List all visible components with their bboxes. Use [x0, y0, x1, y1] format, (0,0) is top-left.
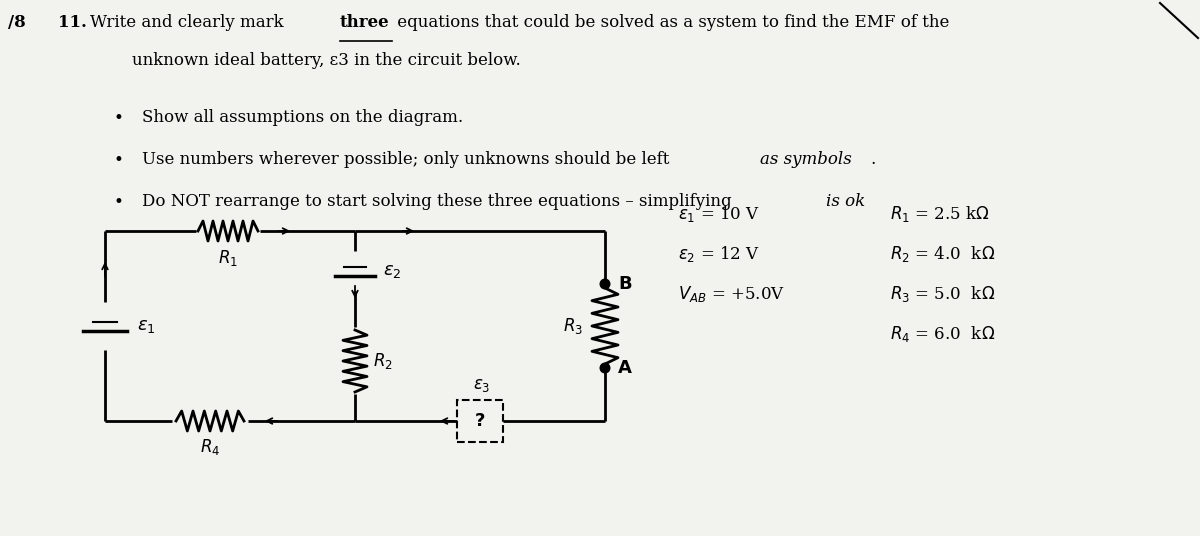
Text: Show all assumptions on the diagram.: Show all assumptions on the diagram.	[142, 109, 463, 126]
Text: •: •	[114, 193, 124, 211]
Text: $\varepsilon_2$: $\varepsilon_2$	[383, 262, 402, 280]
Text: ?: ?	[475, 412, 485, 430]
Text: $\varepsilon_3$: $\varepsilon_3$	[473, 377, 491, 394]
Text: $R_4$: $R_4$	[200, 437, 220, 457]
Text: Do NOT rearrange to start solving these three equations – simplifying: Do NOT rearrange to start solving these …	[142, 193, 737, 210]
Bar	[457, 400, 503, 442]
Text: Write and clearly mark: Write and clearly mark	[90, 14, 289, 31]
Text: 11.: 11.	[58, 14, 86, 31]
Text: .: .	[870, 151, 875, 168]
Text: •: •	[114, 109, 124, 127]
Text: $R_1$ = 2.5 k$\Omega$: $R_1$ = 2.5 k$\Omega$	[890, 204, 990, 224]
Text: as symbols: as symbols	[760, 151, 852, 168]
Text: $R_2$ = 4.0  k$\Omega$: $R_2$ = 4.0 k$\Omega$	[890, 244, 995, 264]
Text: $\varepsilon_1$ = 10 V: $\varepsilon_1$ = 10 V	[678, 204, 760, 224]
Text: is ok: is ok	[826, 193, 865, 210]
Text: $R_3$ = 5.0  k$\Omega$: $R_3$ = 5.0 k$\Omega$	[890, 284, 995, 304]
Text: $R_3$: $R_3$	[563, 316, 583, 336]
Text: •: •	[114, 151, 124, 169]
Text: A: A	[618, 359, 632, 377]
Text: $\varepsilon_2$ = 12 V: $\varepsilon_2$ = 12 V	[678, 244, 760, 264]
Text: unknown ideal battery, ε3 in the circuit below.: unknown ideal battery, ε3 in the circuit…	[132, 52, 521, 69]
Text: equations that could be solved as a system to find the EMF of the: equations that could be solved as a syst…	[392, 14, 949, 31]
Text: Use numbers wherever possible; only unknowns should be left: Use numbers wherever possible; only unkn…	[142, 151, 674, 168]
Text: $R_2$: $R_2$	[373, 351, 392, 371]
Circle shape	[600, 363, 610, 373]
Text: three: three	[340, 14, 390, 31]
Circle shape	[600, 279, 610, 289]
Text: B: B	[618, 275, 631, 293]
Text: /8: /8	[8, 14, 25, 31]
Text: $R_4$ = 6.0  k$\Omega$: $R_4$ = 6.0 k$\Omega$	[890, 324, 995, 344]
Text: $R_1$: $R_1$	[218, 248, 238, 268]
Text: $\varepsilon_1$: $\varepsilon_1$	[137, 317, 156, 335]
Text: $V_{AB}$ = +5.0V: $V_{AB}$ = +5.0V	[678, 284, 785, 304]
